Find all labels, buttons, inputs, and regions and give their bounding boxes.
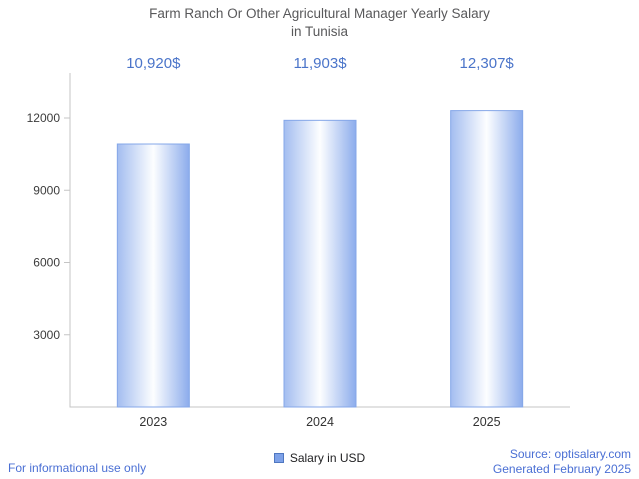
value-labels: 10,920$ 11,903$ 12,307$ (126, 55, 514, 72)
bar-2025 (450, 110, 524, 408)
chart-title-line1: Farm Ranch Or Other Agricultural Manager… (149, 6, 490, 21)
legend: Salary in USD (0, 451, 639, 465)
bar-2023 (116, 143, 190, 408)
bars-group (116, 110, 524, 408)
bar-value-label-2025: 12,307$ (460, 55, 515, 72)
y-tick-label: 12000 (27, 111, 61, 125)
generated-date: Generated February 2025 (492, 462, 631, 477)
source-link[interactable]: Source: optisalary.com (509, 447, 631, 461)
bar-value-label-2023: 10,920$ (126, 55, 181, 72)
x-axis-labels: 2023 2024 2025 (139, 415, 500, 429)
bar-2024 (283, 119, 357, 408)
legend-swatch-icon (273, 453, 284, 463)
source-info: Source: optisalary.com Generated Februar… (493, 447, 631, 478)
x-axis-label-2025: 2025 (473, 415, 501, 429)
x-axis-label-2023: 2023 (139, 415, 167, 429)
y-axis-ticks: 3000 6000 9000 12000 (27, 111, 70, 342)
y-tick-label: 9000 (33, 183, 60, 197)
bar-value-label-2024: 11,903$ (293, 55, 347, 72)
chart-title-line2: in Tunisia (290, 23, 349, 39)
y-tick-label: 3000 (33, 328, 60, 342)
chart-title: Farm Ranch Or Other Agricultural Manager… (0, 5, 639, 40)
x-axis-label-2024: 2024 (306, 415, 334, 429)
legend-label: Salary in USD (289, 451, 366, 465)
disclaimer-text: For informational use only (8, 461, 147, 475)
y-tick-label: 6000 (33, 256, 60, 270)
